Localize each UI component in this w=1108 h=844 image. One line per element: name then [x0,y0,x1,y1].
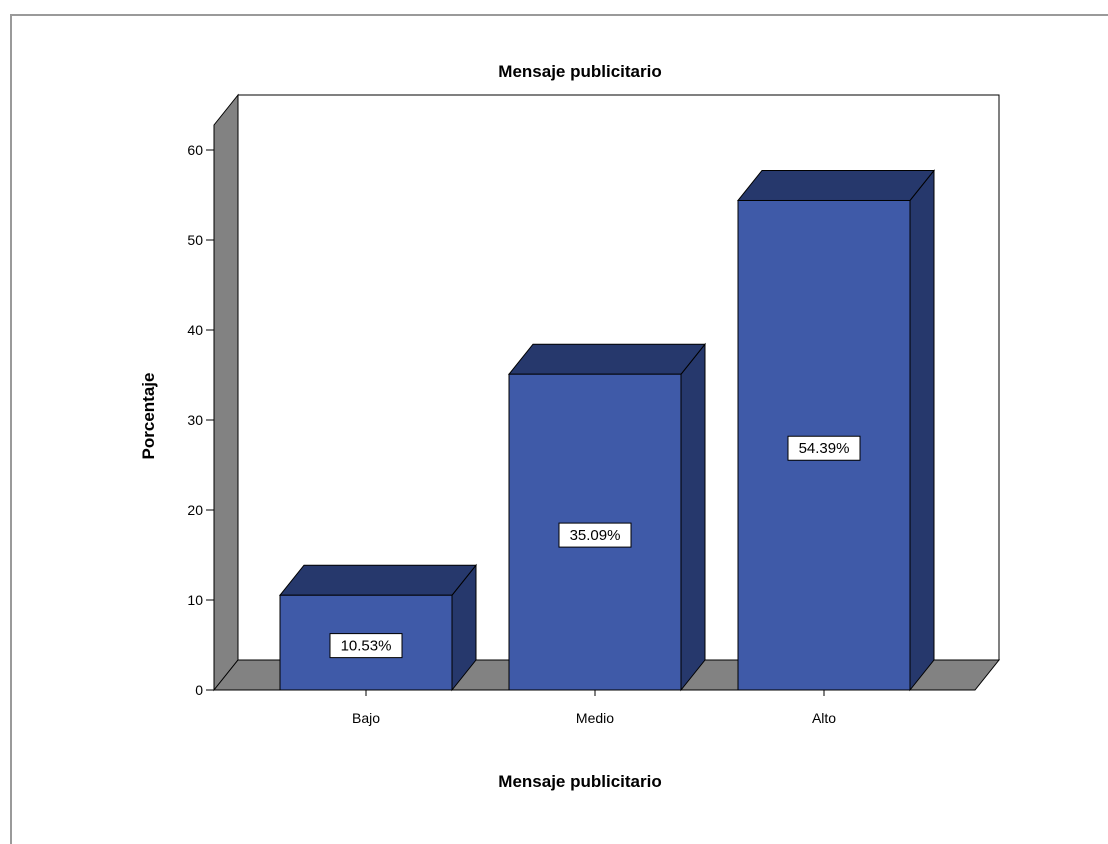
y-tick-label: 60 [187,142,203,158]
y-axis-title: Porcentaje [139,373,158,460]
x-axis-title: Mensaje publicitario [498,772,661,791]
data-label-box [787,435,861,461]
x-tick-label: Medio [576,710,614,726]
data-label: 35.09% [570,527,621,544]
y-tick-label: 50 [187,232,203,248]
bars: 10.53% 35.09% 54.39% [278,169,936,692]
left-wall [213,93,239,692]
x-tick-label: Alto [812,710,836,726]
bar-top [278,564,478,596]
bar-side [680,342,706,692]
data-label-box [329,633,403,659]
x-tick-label: Bajo [352,710,380,726]
bar-group: 54.39% [736,169,936,692]
bar-side [909,169,935,692]
y-tick-label: 30 [187,412,203,428]
bar-group: 35.09% [507,342,707,692]
data-label: 54.39% [799,440,850,457]
x-axis: Bajo Medio Alto [352,690,836,726]
bar-top [736,169,936,201]
chart-title: Mensaje publicitario [498,62,661,81]
y-tick-label: 40 [187,322,203,338]
data-label-box [558,522,632,548]
bar-top [507,343,707,375]
y-tick-label: 20 [187,502,203,518]
bar-group: 10.53% [278,563,478,692]
data-label: 10.53% [341,638,392,655]
y-tick-label: 10 [187,592,203,608]
y-tick-label: 0 [195,682,203,698]
y-axis: 0 10 20 30 40 50 60 [187,142,214,698]
